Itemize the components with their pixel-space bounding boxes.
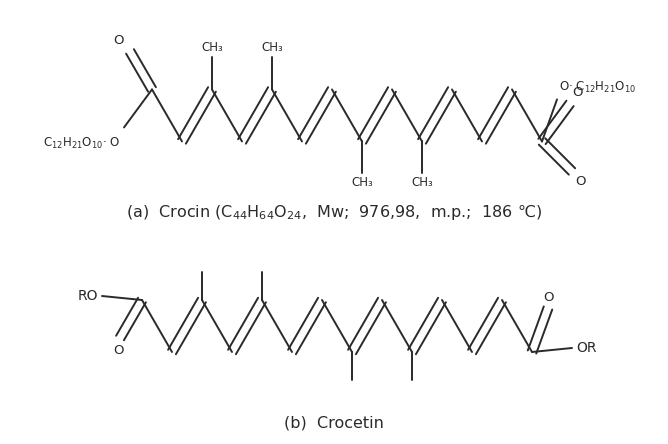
Text: O: O — [572, 87, 582, 99]
Text: RO: RO — [77, 289, 98, 303]
Text: O: O — [542, 291, 553, 304]
Text: O· C$_{12}$H$_{21}$O$_{10}$: O· C$_{12}$H$_{21}$O$_{10}$ — [559, 80, 636, 95]
Text: C$_{12}$H$_{21}$O$_{10}$· O: C$_{12}$H$_{21}$O$_{10}$· O — [43, 135, 120, 151]
Text: O: O — [575, 175, 585, 188]
Text: OR: OR — [576, 341, 597, 355]
Text: CH₃: CH₃ — [411, 176, 433, 190]
Text: CH₃: CH₃ — [351, 176, 373, 190]
Text: O: O — [113, 344, 124, 357]
Text: CH₃: CH₃ — [261, 41, 283, 55]
Text: (a)  Crocin (C$_{44}$H$_{64}$O$_{24}$,  Mw;  976,98,  m.p.;  186 ℃): (a) Crocin (C$_{44}$H$_{64}$O$_{24}$, Mw… — [126, 203, 542, 222]
Text: CH₃: CH₃ — [201, 41, 223, 55]
Text: (b)  Crocetin: (b) Crocetin — [284, 415, 384, 430]
Text: O: O — [114, 35, 124, 48]
